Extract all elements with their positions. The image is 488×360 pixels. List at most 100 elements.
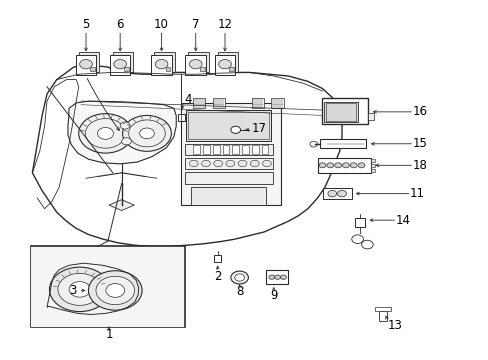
Bar: [185, 55, 205, 75]
Circle shape: [361, 240, 372, 249]
Bar: [271, 98, 283, 108]
Bar: [367, 113, 373, 120]
Circle shape: [97, 127, 113, 139]
Bar: [165, 67, 170, 71]
Circle shape: [309, 141, 317, 147]
Bar: [177, 114, 184, 121]
Bar: [266, 270, 288, 284]
Circle shape: [351, 235, 363, 243]
Circle shape: [88, 271, 142, 310]
Circle shape: [122, 116, 171, 151]
Bar: [151, 55, 171, 75]
Circle shape: [155, 59, 167, 69]
Bar: [228, 67, 233, 71]
Circle shape: [58, 273, 101, 305]
Text: 16: 16: [412, 105, 427, 118]
Circle shape: [268, 275, 274, 279]
Text: 5: 5: [82, 18, 89, 31]
Circle shape: [230, 126, 240, 134]
Circle shape: [319, 163, 325, 168]
Bar: [193, 98, 205, 108]
Bar: [242, 145, 248, 154]
Bar: [76, 55, 96, 75]
Circle shape: [327, 190, 336, 197]
Circle shape: [334, 163, 341, 168]
Bar: [203, 145, 209, 154]
Text: 3: 3: [69, 284, 77, 297]
Bar: [261, 145, 268, 154]
Bar: [199, 67, 204, 71]
Text: 9: 9: [269, 289, 277, 302]
Circle shape: [201, 160, 210, 167]
Bar: [370, 159, 374, 162]
Text: 14: 14: [395, 214, 409, 227]
Bar: [154, 52, 174, 72]
Bar: [113, 52, 133, 72]
Bar: [181, 103, 281, 205]
Bar: [217, 52, 238, 72]
Circle shape: [262, 160, 271, 167]
Text: 1: 1: [105, 328, 112, 341]
Bar: [321, 98, 367, 125]
Circle shape: [234, 274, 244, 281]
Circle shape: [106, 284, 124, 297]
Circle shape: [114, 59, 126, 69]
Bar: [325, 103, 355, 121]
Circle shape: [80, 59, 92, 69]
Text: 7: 7: [192, 18, 199, 31]
Text: 8: 8: [235, 285, 243, 298]
Circle shape: [189, 160, 198, 167]
Bar: [184, 144, 272, 155]
Bar: [31, 246, 184, 327]
Bar: [374, 307, 390, 311]
Bar: [214, 255, 221, 262]
Text: 12: 12: [217, 18, 232, 31]
Circle shape: [140, 128, 154, 139]
Text: 4: 4: [184, 93, 192, 106]
Bar: [212, 145, 219, 154]
Circle shape: [49, 267, 110, 312]
Circle shape: [349, 163, 356, 168]
Circle shape: [250, 160, 259, 167]
Circle shape: [238, 160, 246, 167]
Circle shape: [230, 271, 248, 284]
Circle shape: [218, 59, 231, 69]
Bar: [378, 311, 386, 320]
Text: 17: 17: [251, 122, 266, 135]
Text: 15: 15: [412, 137, 427, 150]
Circle shape: [120, 122, 130, 129]
Bar: [317, 158, 370, 173]
Polygon shape: [32, 65, 341, 246]
Bar: [185, 110, 271, 140]
Bar: [190, 187, 266, 205]
Circle shape: [357, 163, 364, 168]
Bar: [79, 52, 99, 72]
Circle shape: [342, 163, 348, 168]
Circle shape: [79, 114, 132, 153]
Bar: [232, 145, 239, 154]
Bar: [90, 67, 95, 71]
Circle shape: [69, 282, 90, 297]
Bar: [320, 139, 366, 148]
Circle shape: [225, 160, 234, 167]
Bar: [214, 55, 235, 75]
Bar: [322, 188, 351, 199]
Bar: [251, 98, 264, 108]
Bar: [212, 98, 224, 108]
Circle shape: [274, 275, 280, 279]
Circle shape: [326, 163, 333, 168]
Bar: [354, 219, 364, 227]
Bar: [110, 55, 130, 75]
Circle shape: [96, 276, 134, 305]
Polygon shape: [109, 200, 134, 211]
Circle shape: [280, 275, 286, 279]
Bar: [124, 67, 129, 71]
Text: 13: 13: [386, 319, 401, 332]
Text: 11: 11: [409, 187, 424, 200]
Circle shape: [189, 59, 202, 69]
Text: 10: 10: [154, 18, 169, 31]
Polygon shape: [68, 101, 176, 164]
Bar: [184, 158, 272, 169]
Bar: [251, 145, 258, 154]
Text: 18: 18: [412, 159, 427, 172]
